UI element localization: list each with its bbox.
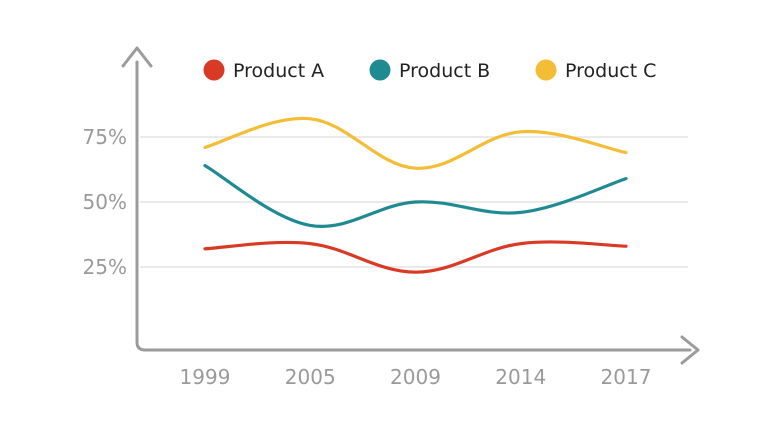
legend-label-product-b: Product B (399, 60, 490, 82)
y-tick-label: 50% (83, 190, 127, 214)
x-tick-labels: 1999 2005 2009 2014 2017 (180, 365, 652, 389)
series-line-product-a (203, 240, 628, 274)
legend-swatch-product-b (369, 59, 391, 81)
legend-swatch-product-a (203, 59, 225, 81)
legend-swatch-product-c (535, 59, 557, 81)
x-axis-arrow-icon (680, 335, 700, 365)
series-line-product-b (203, 164, 628, 228)
y-tick-labels: 25% 50% 75% (83, 125, 127, 279)
x-tick-label: 1999 (180, 365, 231, 389)
x-tick-label: 2005 (285, 365, 336, 389)
y-tick-label: 25% (83, 255, 127, 279)
legend: Product A Product B Product C (203, 59, 656, 82)
axes (121, 46, 700, 365)
legend-label-product-a: Product A (233, 60, 324, 82)
y-axis-arrow-icon (121, 46, 153, 68)
y-tick-label: 75% (83, 125, 127, 149)
legend-label-product-c: Product C (565, 60, 656, 82)
series-line-product-c (203, 116, 628, 170)
x-tick-label: 2009 (390, 365, 441, 389)
series-lines (203, 116, 628, 274)
x-tick-label: 2017 (601, 365, 652, 389)
y-axis-line (135, 60, 692, 352)
x-tick-label: 2014 (495, 365, 546, 389)
